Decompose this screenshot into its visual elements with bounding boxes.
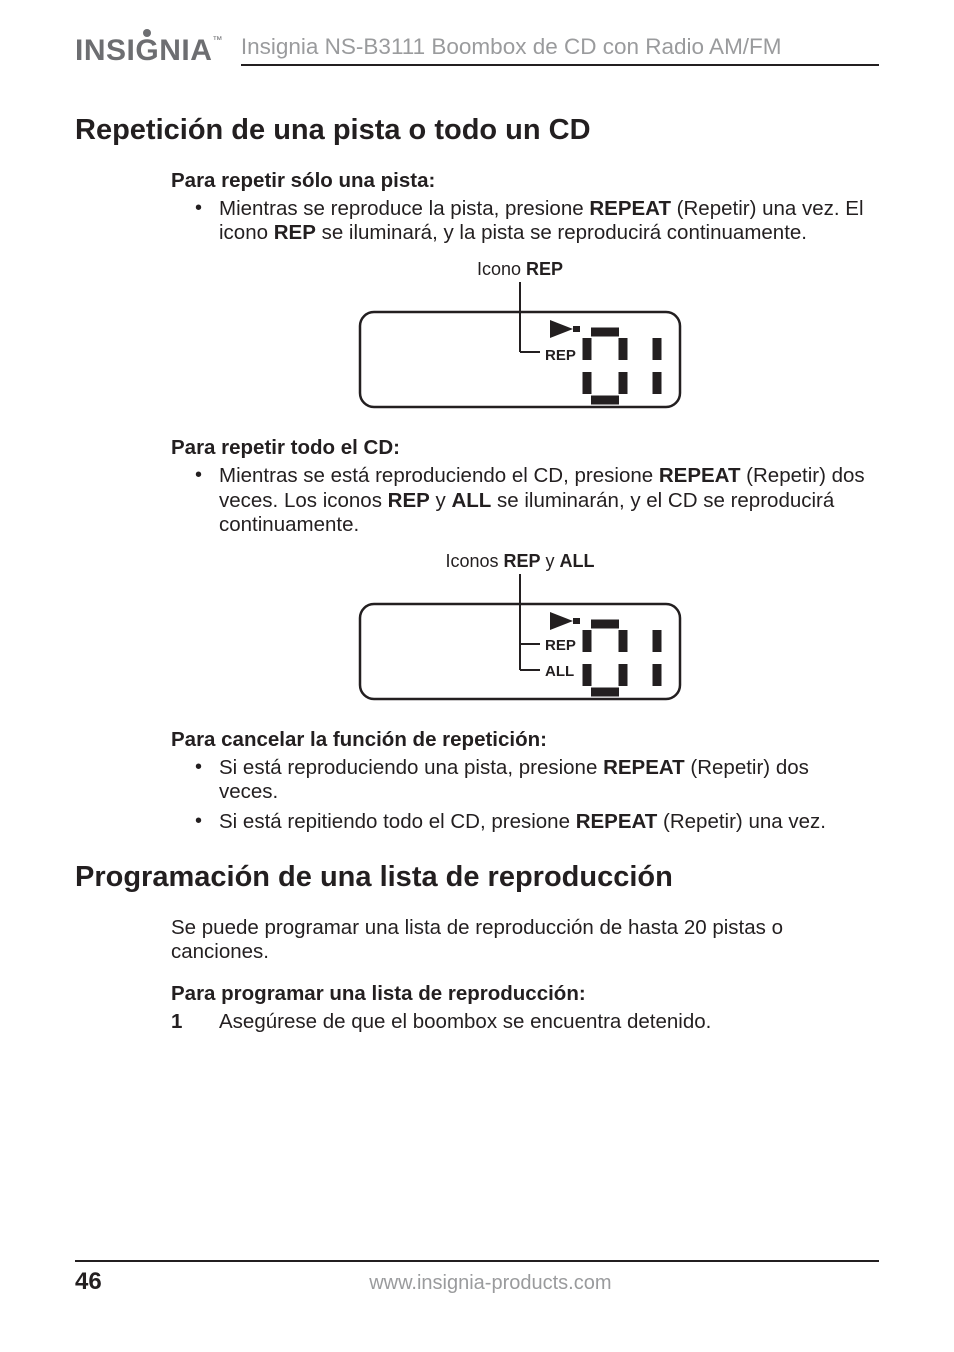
- subhead-repeat-cd: Para repetir todo el CD:: [171, 436, 869, 460]
- playlist-intro: Se puede programar una lista de reproduc…: [171, 916, 869, 964]
- step-1: 1Asegúrese de que el boombox se encuentr…: [171, 1010, 869, 1034]
- subhead-repeat-track: Para repetir sólo una pista:: [171, 169, 869, 193]
- bullet-repeat-track: Mientras se reproduce la pista, presione…: [171, 197, 869, 245]
- section-heading-playlist: Programación de una lista de reproducció…: [75, 861, 879, 894]
- page-footer: 46 www.insignia-products.com: [75, 1260, 879, 1296]
- brand-logo: INSIGNIA™: [75, 36, 223, 66]
- bullet-cancel-track: Si está reproduciendo una pista, presion…: [171, 756, 869, 804]
- figure-rep-all-icon: Iconos REP y ALL REP ALL: [171, 551, 869, 704]
- product-title: Insignia NS-B3111 Boombox de CD con Radi…: [241, 34, 879, 64]
- lcd-diagram-rep-all: REP ALL: [355, 574, 685, 704]
- figure-caption-rep: Icono REP: [171, 259, 869, 280]
- header-rule: [241, 64, 879, 66]
- page-header: INSIGNIA™ Insignia NS-B3111 Boombox de C…: [75, 34, 879, 66]
- page-number: 46: [75, 1268, 102, 1296]
- lcd-diagram-rep: REP: [355, 282, 685, 412]
- figure-caption-rep-all: Iconos REP y ALL: [171, 551, 869, 572]
- subhead-program-playlist: Para programar una lista de reproducción…: [171, 982, 869, 1006]
- trademark-symbol: ™: [212, 35, 223, 46]
- bullet-repeat-cd: Mientras se está reproduciendo el CD, pr…: [171, 464, 869, 537]
- figure-rep-icon: Icono REP REP: [171, 259, 869, 412]
- svg-text:REP: REP: [545, 637, 576, 654]
- section-heading-repeat: Repetición de una pista o todo un CD: [75, 114, 879, 147]
- footer-url: www.insignia-products.com: [102, 1272, 879, 1295]
- bullet-cancel-cd: Si está repitiendo todo el CD, presione …: [171, 810, 869, 834]
- svg-text:ALL: ALL: [545, 663, 574, 680]
- subhead-cancel-repeat: Para cancelar la función de repetición:: [171, 728, 869, 752]
- footer-rule: [75, 1260, 879, 1262]
- svg-text:REP: REP: [545, 347, 576, 364]
